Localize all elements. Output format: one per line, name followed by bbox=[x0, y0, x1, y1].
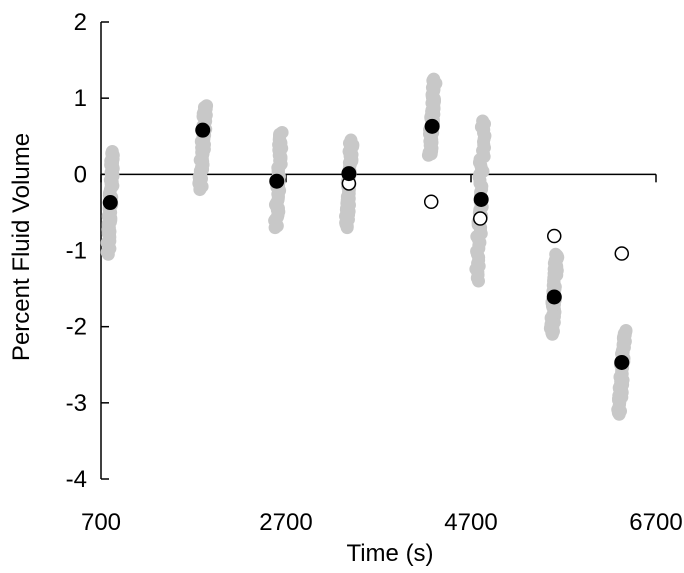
x-tick-label: 2700 bbox=[259, 509, 312, 536]
x-axis-label: Time (s) bbox=[346, 540, 433, 567]
y-tick-label: 1 bbox=[74, 85, 87, 112]
gray-point bbox=[427, 72, 441, 86]
mean-point bbox=[424, 118, 440, 134]
chart-axes bbox=[100, 21, 657, 480]
y-tick-label: 2 bbox=[74, 9, 87, 36]
gray-point bbox=[344, 133, 358, 147]
open-circle-series bbox=[341, 176, 630, 261]
mean-point bbox=[195, 122, 211, 138]
gray-point bbox=[476, 114, 490, 128]
open-point bbox=[423, 194, 439, 210]
individual-measurements bbox=[100, 72, 633, 421]
y-tick-label: -2 bbox=[66, 314, 87, 341]
y-tick-labels: -4 -3 -2 -1 0 1 2 bbox=[66, 9, 87, 493]
mean-point bbox=[546, 289, 562, 305]
gray-point bbox=[619, 323, 633, 337]
gray-point bbox=[549, 247, 563, 261]
y-axis-label: Percent Fluid Volume bbox=[8, 133, 35, 361]
y-tick-label: -1 bbox=[66, 238, 87, 265]
mean-point bbox=[269, 173, 285, 189]
y-tick-label: -4 bbox=[66, 466, 87, 493]
gray-point bbox=[105, 144, 119, 158]
mean-points bbox=[102, 118, 630, 370]
y-tick-label: 0 bbox=[74, 161, 87, 188]
x-tick-labels: 700 2700 4700 6700 bbox=[81, 509, 683, 536]
open-point bbox=[473, 211, 488, 226]
gray-point bbox=[275, 125, 289, 139]
open-point bbox=[547, 228, 562, 244]
x-tick-label: 4700 bbox=[444, 509, 497, 536]
mean-point bbox=[473, 191, 489, 207]
x-tick-label: 6700 bbox=[629, 509, 682, 536]
gray-point bbox=[200, 99, 214, 113]
mean-point bbox=[614, 354, 630, 370]
x-tick-label: 700 bbox=[81, 509, 121, 536]
mean-point bbox=[102, 195, 118, 211]
y-tick-label: -3 bbox=[66, 390, 87, 417]
open-point bbox=[614, 246, 630, 261]
mean-point bbox=[341, 166, 357, 182]
